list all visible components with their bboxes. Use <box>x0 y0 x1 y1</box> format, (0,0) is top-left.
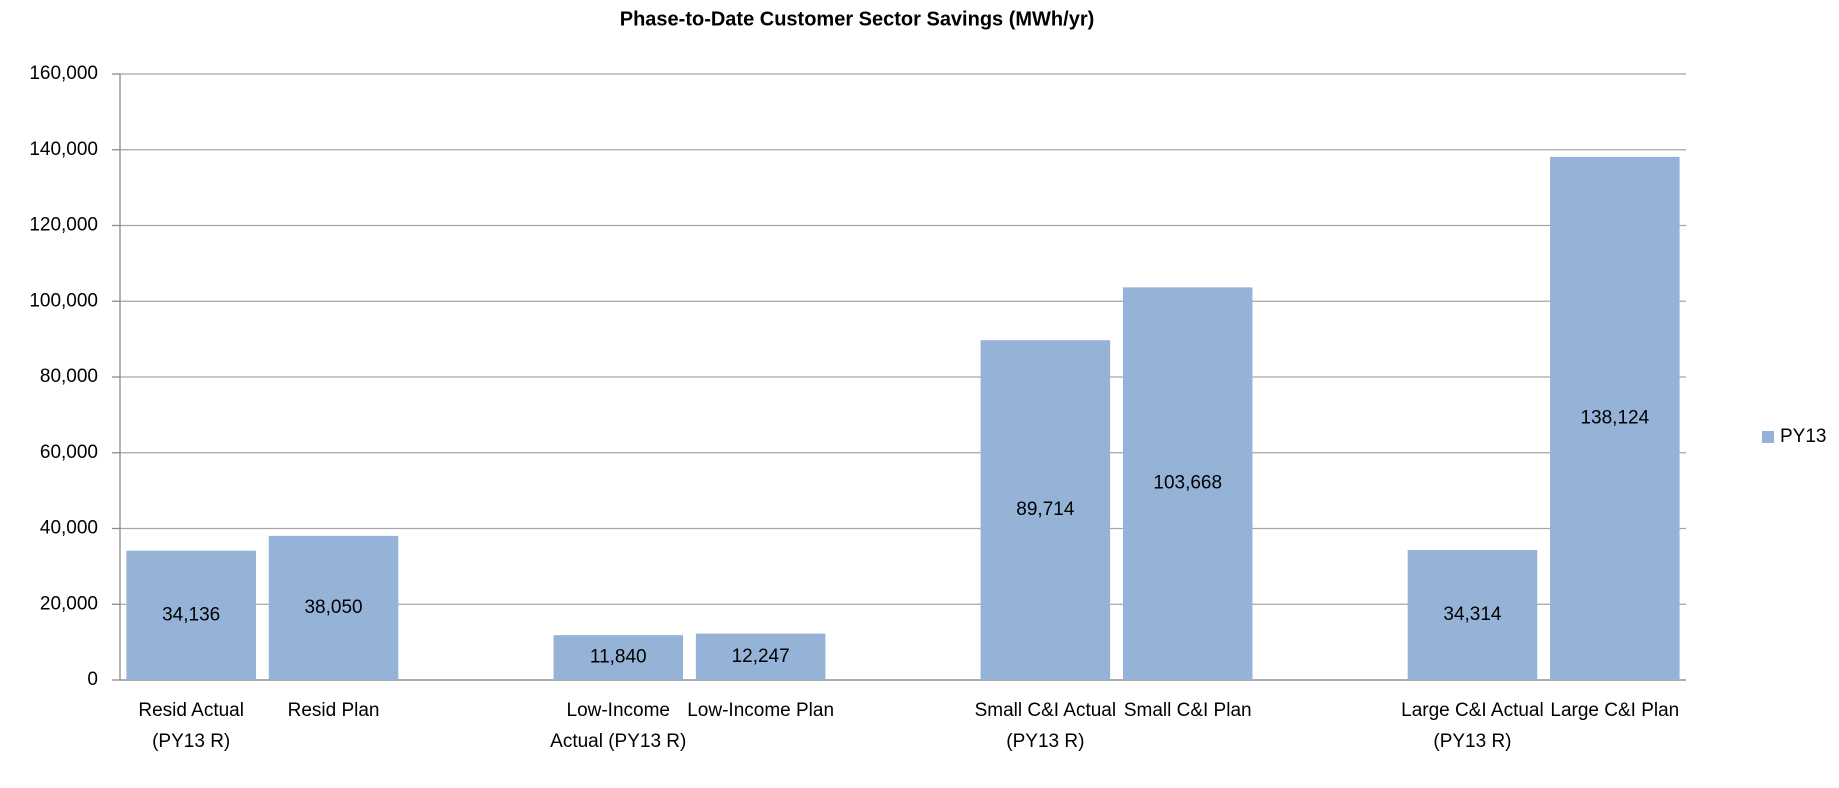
x-tick-label: Low-Income Plan <box>687 700 835 721</box>
bar <box>126 550 256 680</box>
y-tick-label: 0 <box>87 669 98 690</box>
x-tick-label: Resid Actual (PY13 R) <box>138 700 244 752</box>
y-tick-label: 120,000 <box>29 215 98 236</box>
y-tick-label: 80,000 <box>40 366 98 387</box>
x-tick-label: Small C&I Plan <box>1123 700 1252 721</box>
bar <box>1407 550 1538 680</box>
data-label: 89,714 <box>1016 499 1075 520</box>
y-tick-label: 160,000 <box>29 63 98 84</box>
legend-label: PY13 <box>1780 426 1826 447</box>
bar <box>1122 287 1253 680</box>
data-label: 103,668 <box>1153 473 1222 494</box>
data-label: 11,840 <box>590 647 647 668</box>
y-tick-label: 100,000 <box>29 290 98 311</box>
y-tick-label: 140,000 <box>29 139 98 160</box>
bar <box>268 535 399 680</box>
data-label: 138,124 <box>1580 407 1649 428</box>
bar <box>695 633 826 680</box>
chart-title: Phase-to-Date Customer Sector Savings (M… <box>620 8 1095 30</box>
x-tick-label: Large C&I Plan <box>1550 700 1680 721</box>
x-tick-label: Low-Income Actual (PY13 R) <box>550 700 687 752</box>
legend-swatch <box>1762 431 1774 443</box>
x-tick-label: Small C&I Actual (PY13 R) <box>974 700 1117 752</box>
bar <box>553 635 684 680</box>
x-tick-label: Resid Plan <box>287 700 380 721</box>
x-tick-label: Large C&I Actual (PY13 R) <box>1401 700 1544 752</box>
bar <box>980 340 1111 680</box>
y-tick-label: 20,000 <box>40 593 98 614</box>
data-label: 38,050 <box>304 597 362 618</box>
y-tick-label: 60,000 <box>40 442 98 463</box>
bar <box>1550 156 1680 680</box>
y-tick-label: 40,000 <box>40 518 98 539</box>
data-label: 12,247 <box>732 646 790 667</box>
data-label: 34,314 <box>1443 604 1502 625</box>
data-label: 34,136 <box>162 604 220 625</box>
